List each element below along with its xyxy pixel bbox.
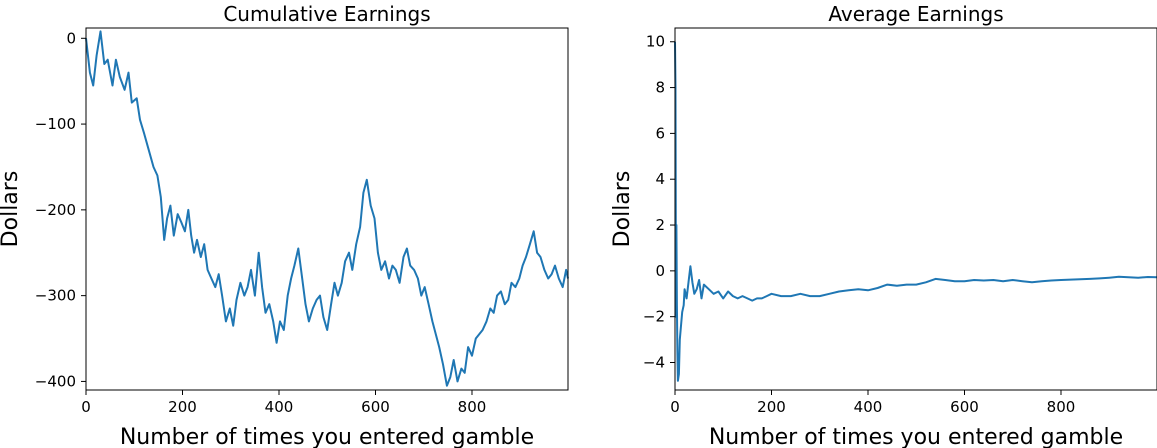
y-tick-label: 6 — [655, 124, 665, 142]
x-tick-label: 0 — [81, 398, 91, 416]
y-tick-label: −200 — [35, 201, 76, 219]
x-tick-label: 800 — [458, 398, 487, 416]
y-tick-label: −100 — [35, 115, 76, 133]
y-tick-label: 8 — [655, 79, 665, 97]
y-axis-label: Dollars — [610, 171, 635, 248]
x-tick-label: 200 — [168, 398, 197, 416]
series-line — [85, 30, 569, 387]
chart-title: Cumulative Earnings — [223, 2, 430, 26]
y-axis-label: Dollars — [0, 171, 23, 248]
y-tick-label: 2 — [655, 216, 665, 234]
y-tick-label: 0 — [655, 262, 665, 280]
plot-frame — [85, 27, 569, 391]
chart-1: 0 200 400 600 800 0 −100 −200 −300 −400 Cumulative… — [0, 2, 569, 448]
y-tick-label: −300 — [35, 287, 76, 305]
y-tick-label: 10 — [646, 33, 665, 51]
chart-title: Average Earnings — [828, 2, 1003, 26]
x-axis-label: Number of times you entered gamble — [120, 425, 534, 448]
x-tick-label: 200 — [757, 398, 786, 416]
series-line — [674, 41, 1157, 382]
x-tick-label: 0 — [670, 398, 680, 416]
x-tick-label: 600 — [361, 398, 390, 416]
plot-frame — [674, 27, 1157, 391]
y-tick-label: −4 — [643, 354, 665, 372]
y-tick-label: −400 — [35, 372, 76, 390]
x-tick-label: 400 — [265, 398, 294, 416]
chart-2: 0 200 400 600 800 10 8 6 4 2 0 −2 −4 Average Earnings… — [610, 2, 1157, 448]
y-tick-label: 0 — [66, 29, 76, 47]
y-tick-label: −2 — [643, 308, 665, 326]
x-axis-label: Number of times you entered gamble — [709, 425, 1123, 448]
x-tick-label: 800 — [1047, 398, 1076, 416]
x-tick-label: 600 — [950, 398, 979, 416]
y-tick-label: 4 — [655, 170, 665, 188]
x-tick-label: 400 — [854, 398, 883, 416]
